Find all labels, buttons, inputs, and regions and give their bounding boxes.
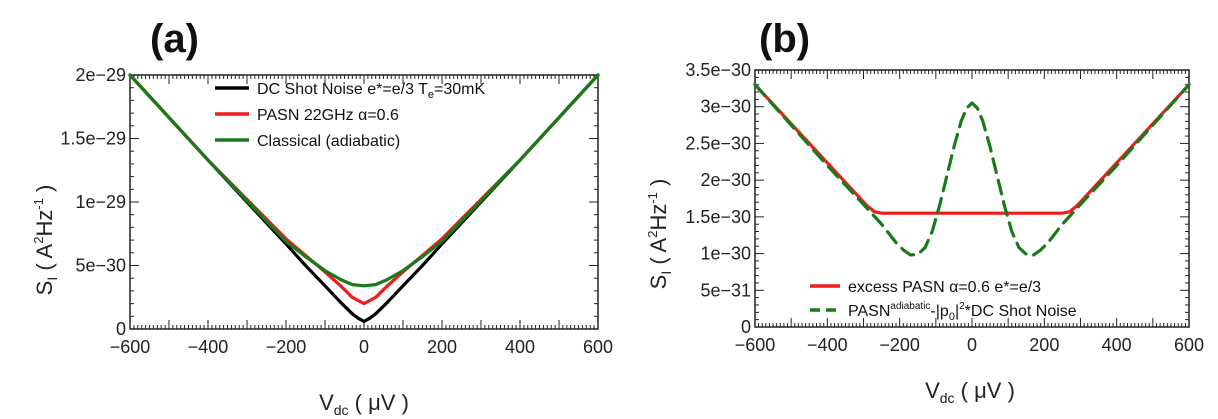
x-tick-label: 400	[1102, 335, 1132, 355]
x-tick-label: −200	[266, 337, 307, 357]
x-tick-label: −400	[188, 337, 229, 357]
x-tick-label: −600	[110, 337, 151, 357]
x-tick-label: 400	[505, 337, 535, 357]
plot-a-area: −600 −400 −200 0 200 400 600 0 5e−30 1e−29 1.5e−29…	[60, 65, 613, 357]
y-tick-label: 1e−30	[700, 244, 751, 264]
series-line-0	[753, 83, 1191, 215]
x-tick-label: −600	[735, 335, 776, 355]
legend-label-1: PASN 22GHz α=0.6	[257, 107, 399, 124]
x-tick-label: 600	[583, 337, 613, 357]
y-tick-label: 2e−30	[700, 170, 751, 190]
y-tick-label: 0	[116, 319, 126, 339]
y-tick-label: 5e−30	[75, 256, 126, 276]
panel-b: (b) −600 −400 −200 0 200 400 600 0 5e−31 1e−30 1.5…	[645, 17, 1204, 406]
legend-label-1: PASNadiabatic-|p0|2*DC Shot Noise	[848, 301, 1077, 323]
y-tick-label: 3e−30	[700, 97, 751, 117]
panel-a: (a) −600 −400 −200 0 200 400 600 0 5e−30 1e−29 1.5…	[31, 17, 613, 418]
x-tick-label: 200	[427, 337, 457, 357]
y-tick-label: 2e−29	[75, 65, 126, 85]
legend-label-0: excess PASN α=0.6 e*=e/3	[848, 279, 1041, 296]
y-tick-label: 1e−29	[75, 192, 126, 212]
y-tick-label: 2.5e−30	[685, 133, 751, 153]
series-line-1	[128, 73, 600, 306]
y-tick-label: 5e−31	[700, 280, 751, 300]
panel-b-label: (b)	[759, 17, 810, 61]
y-tick-label: 1.5e−30	[685, 207, 751, 227]
legend-label-0: DC Shot Noise e*=e/3 Te=30mK	[257, 81, 486, 101]
y-tick-label: 1.5e−29	[60, 129, 126, 149]
y-tick-label: 0	[741, 317, 751, 337]
plot-a-x-axis-label: Vdc ( μV )	[319, 390, 409, 418]
plot-a-y-axis-label: SI ( A2Hz-1 )	[31, 185, 60, 296]
series-line-2	[128, 73, 600, 288]
legend-label-2: Classical (adiabatic)	[257, 133, 400, 150]
plot-b-y-axis-label: SI ( A2Hz-1 )	[645, 179, 674, 290]
series-line-0	[128, 73, 600, 323]
x-tick-label: 0	[967, 335, 977, 355]
x-tick-label: −200	[879, 335, 920, 355]
x-tick-label: 200	[1029, 335, 1059, 355]
plot-b-area: −600 −400 −200 0 200 400 600 0 5e−31 1e−30 1.5e−30…	[685, 60, 1204, 355]
x-tick-label: −400	[807, 335, 848, 355]
x-tick-label: 0	[359, 337, 369, 357]
y-tick-label: 3.5e−30	[685, 60, 751, 80]
plot-b-x-axis-label: Vdc ( μV )	[925, 378, 1015, 406]
series-line-1	[753, 83, 1191, 257]
x-tick-label: 600	[1174, 335, 1204, 355]
panel-a-label: (a)	[150, 17, 199, 61]
